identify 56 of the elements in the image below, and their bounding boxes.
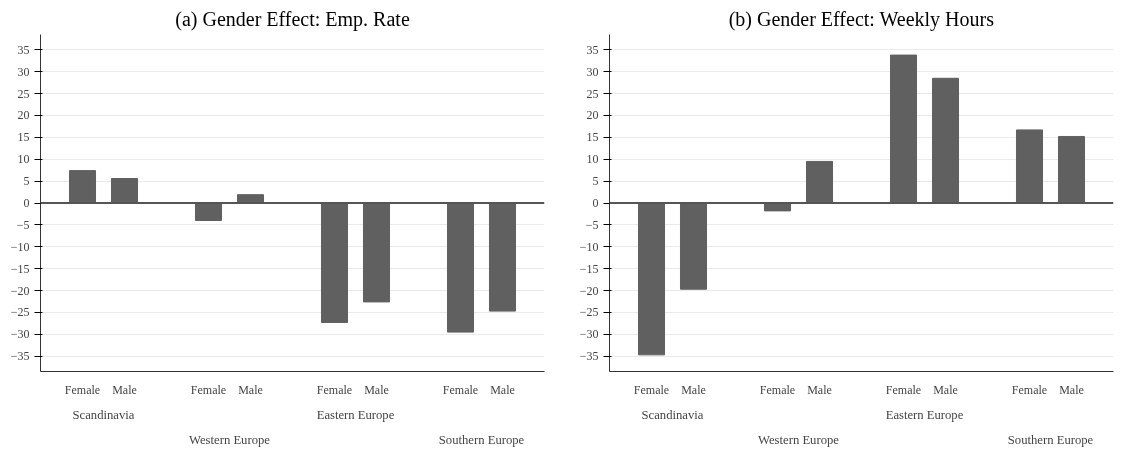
x-tick-label: Male [933, 382, 958, 397]
y-tick-label: −15 [10, 261, 30, 276]
y-tick-label: 30 [586, 64, 599, 79]
text: Southern Europe [438, 432, 525, 447]
chart-title: (a) Gender Effect: Emp. Rate [175, 7, 410, 31]
y-tick-label: −25 [10, 305, 30, 320]
y-tick-label: 5 [23, 174, 30, 189]
y-tick-label: 15 [17, 130, 30, 145]
y-tick-label: 10 [17, 152, 30, 167]
y-tick-label: 20 [17, 108, 30, 123]
y-tick-label: −35 [10, 349, 30, 364]
y-tick-label: −30 [579, 327, 599, 342]
y-tick-label: −30 [10, 327, 30, 342]
x-tick-label: Female [885, 382, 922, 397]
y-tick-label: 35 [586, 42, 599, 57]
text: Western Europe [758, 432, 840, 447]
y-tick-label: 20 [586, 108, 599, 123]
text: Scandinavia [641, 407, 704, 422]
x-tick-label: Male [681, 382, 706, 397]
text: Eastern Europe [885, 407, 964, 422]
y-tick-label: 30 [17, 64, 30, 79]
x-tick-label: Male [238, 382, 263, 397]
text: Western Europe [189, 432, 271, 447]
y-tick-label: −5 [585, 217, 599, 232]
y-tick-label: 25 [586, 86, 599, 101]
y-tick-label: −20 [579, 283, 599, 298]
y-tick-label: 25 [17, 86, 30, 101]
y-tick-label: −10 [10, 239, 30, 254]
y-tick-label: −5 [16, 217, 30, 232]
x-tick-label: Female [64, 382, 101, 397]
y-tick-label: 5 [592, 174, 599, 189]
text: Scandinavia [72, 407, 135, 422]
y-tick-label: 0 [592, 196, 599, 210]
y-tick-label: 0 [23, 196, 30, 210]
chart-title: (b) Gender Effect: Weekly Hours [728, 7, 995, 31]
x-tick-label: Male [807, 382, 832, 397]
x-tick-label: Female [1011, 382, 1048, 397]
x-tick-label: Male [364, 382, 389, 397]
y-tick-label: −25 [579, 305, 599, 320]
y-tick-label: 15 [586, 130, 599, 145]
y-tick-label: −10 [579, 239, 599, 254]
y-tick-label: −35 [579, 349, 599, 364]
x-tick-label: Male [490, 382, 515, 397]
x-tick-label: Female [316, 382, 353, 397]
y-tick-label: −20 [10, 283, 30, 298]
x-tick-label: Female [190, 382, 227, 397]
y-tick-label: 10 [586, 152, 599, 167]
text: Eastern Europe [316, 407, 395, 422]
x-tick-label: Female [442, 382, 479, 397]
x-tick-label: Male [112, 382, 137, 397]
text: Southern Europe [1007, 432, 1094, 447]
x-tick-label: Female [759, 382, 796, 397]
x-tick-label: Female [633, 382, 670, 397]
y-tick-label: 35 [17, 42, 30, 57]
x-tick-label: Male [1059, 382, 1084, 397]
y-tick-label: −15 [579, 261, 599, 276]
